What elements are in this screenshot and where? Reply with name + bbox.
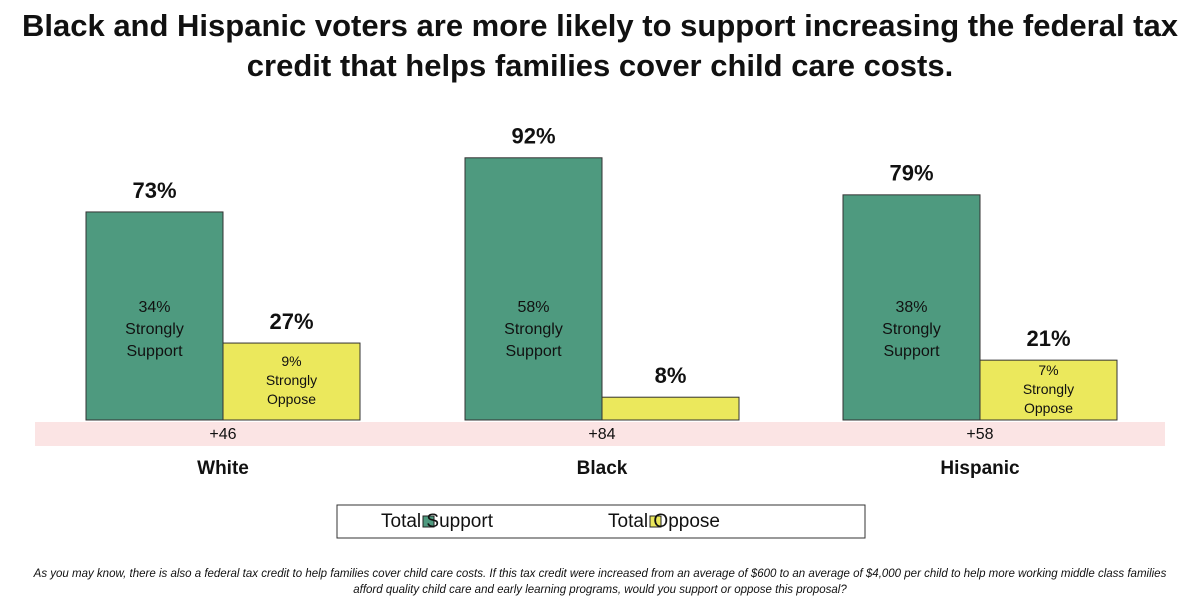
- strong-value-label: 34%: [138, 299, 170, 316]
- strong-value-label: 58%: [517, 299, 549, 316]
- value-label: 73%: [132, 178, 176, 203]
- bar: [464, 157, 603, 421]
- chart-title: Black and Hispanic voters are more likel…: [21, 8, 1178, 83]
- strong-label: Strongly: [504, 321, 563, 338]
- strong-label: Oppose: [1024, 400, 1073, 416]
- strong-value-label: 38%: [895, 299, 927, 316]
- strong-label: Support: [126, 343, 183, 360]
- strong-label: Strongly: [1023, 381, 1074, 397]
- legend-label: Total Support: [381, 511, 494, 532]
- strong-label: Support: [505, 343, 562, 360]
- legend-label: Total Oppose: [608, 511, 720, 532]
- chart: White +46 73% 34% Strongly Support 27% 9% Strong…: [35, 124, 1165, 539]
- bar: [842, 194, 981, 421]
- bar: [85, 211, 224, 421]
- legend-swatch: [649, 515, 662, 528]
- bar: [222, 342, 361, 421]
- value-label: 79%: [889, 161, 933, 186]
- strong-label: Strongly: [882, 321, 941, 338]
- strong-value-label: 9%: [281, 353, 301, 369]
- strong-label: Strongly: [125, 321, 184, 338]
- value-label: 92%: [511, 124, 555, 149]
- net-band: [35, 422, 1165, 446]
- net-label: +46: [209, 426, 236, 443]
- net-label: +84: [588, 426, 615, 443]
- strong-label: Support: [883, 343, 940, 360]
- x-tick-label: Black: [577, 458, 628, 479]
- strong-label: Strongly: [266, 372, 317, 388]
- value-label: 8%: [655, 363, 687, 388]
- x-tick-label: White: [197, 458, 249, 479]
- bar: [979, 359, 1118, 421]
- net-label: +58: [966, 426, 993, 443]
- strong-label: Oppose: [267, 391, 316, 407]
- strong-value-label: 7%: [1038, 362, 1058, 378]
- bar: [601, 396, 740, 421]
- value-label: 21%: [1026, 326, 1070, 351]
- legend-swatch: [422, 515, 435, 528]
- value-label: 27%: [269, 309, 313, 334]
- x-tick-label: Hispanic: [940, 458, 1020, 479]
- footnote: As you may know, there is also a federal…: [33, 568, 1167, 596]
